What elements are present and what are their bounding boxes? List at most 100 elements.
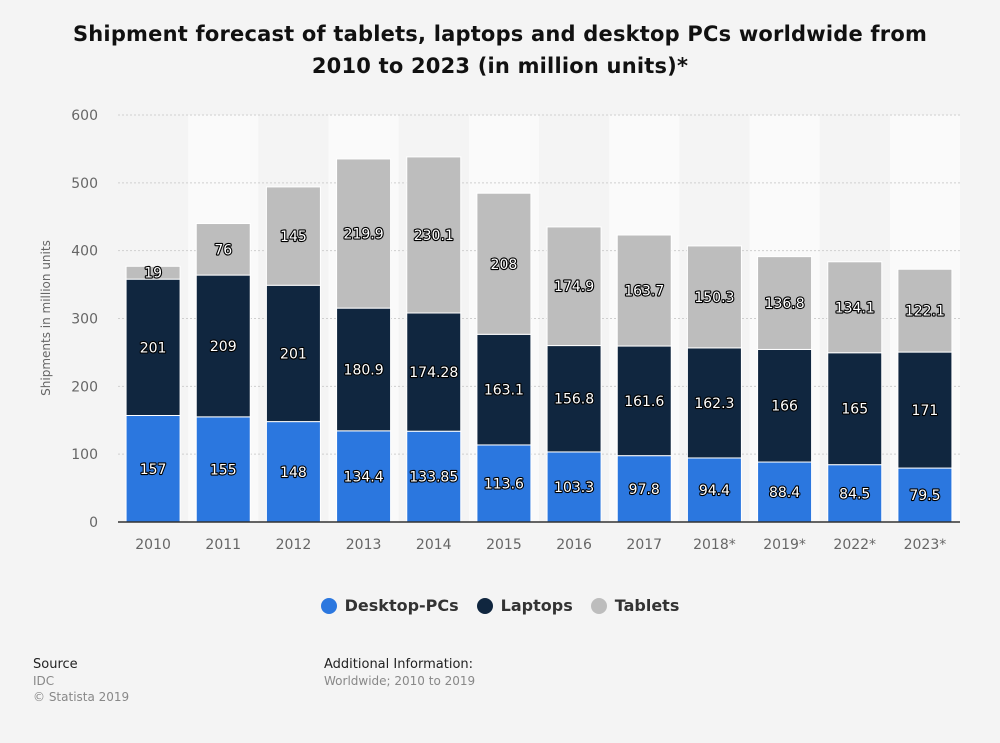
data-label: 76	[214, 242, 232, 258]
bar-tablets	[195, 223, 251, 276]
bar-laptops	[195, 274, 251, 418]
y-tick-label: 100	[71, 447, 98, 463]
data-label: 136.8	[765, 296, 805, 312]
x-tick-label: 2022*	[833, 537, 876, 553]
bar-tablets	[686, 245, 742, 349]
data-label: 230.1	[414, 228, 454, 244]
data-label: 133.85	[409, 470, 458, 486]
legend-item[interactable]: Laptops	[476, 596, 573, 615]
legend-item[interactable]: Tablets	[590, 596, 679, 615]
data-label: 165	[841, 402, 868, 418]
bar-tablets	[265, 186, 321, 286]
x-tick-label: 2011	[205, 537, 241, 553]
data-label: 166	[771, 399, 798, 415]
bar-tablets	[757, 256, 813, 350]
bar-tablets	[897, 268, 953, 353]
data-label: 174.28	[409, 365, 458, 381]
data-label: 150.3	[694, 290, 734, 306]
bar-desktop-pcs	[476, 444, 532, 523]
data-label: 134.4	[344, 469, 384, 485]
bar-laptops	[757, 348, 813, 463]
bar-laptops	[616, 345, 672, 457]
bar-laptops	[827, 352, 883, 466]
bar-tablets	[476, 192, 532, 335]
data-label: 201	[280, 346, 307, 362]
source-block: Source IDC © Statista 2019	[33, 657, 129, 705]
data-label: 180.9	[344, 362, 384, 378]
stacked-bar-chart: 0 100 200 300 400 500 600 157 201 19 2010 155 209 76 2…	[71, 108, 960, 553]
data-label: 103.3	[554, 480, 594, 496]
bar-laptops	[265, 284, 321, 423]
data-label: 174.9	[554, 279, 594, 295]
legend-swatch	[476, 597, 493, 614]
x-tick-label: 2019*	[763, 537, 806, 553]
data-label: 219.9	[344, 227, 384, 243]
legend-label: Desktop-PCs	[344, 596, 459, 615]
bar-desktop-pcs	[125, 415, 181, 523]
source-title: Source	[33, 657, 78, 672]
copyright-text: © Statista 2019	[33, 690, 130, 704]
bar-tablets	[125, 265, 181, 280]
data-label: 148	[280, 465, 307, 481]
data-label: 134.1	[835, 300, 875, 316]
x-tick-label: 2016	[556, 537, 592, 553]
data-label: 162.3	[694, 396, 734, 412]
data-label: 84.5	[839, 486, 870, 502]
bar-desktop-pcs	[336, 430, 392, 523]
data-label: 209	[210, 339, 237, 355]
legend-swatch	[590, 597, 607, 614]
bar-laptops	[476, 333, 532, 446]
data-label: 94.4	[699, 483, 730, 499]
bar-tablets	[827, 261, 883, 354]
y-tick-label: 300	[71, 312, 98, 328]
additional-info-text: Worldwide; 2010 to 2019	[324, 674, 476, 688]
bar-desktop-pcs	[827, 464, 883, 523]
bar-laptops	[546, 345, 602, 453]
data-label: 163.7	[624, 284, 664, 300]
x-tick-label: 2023*	[904, 537, 947, 553]
data-label: 145	[280, 229, 307, 245]
x-tick-label: 2013	[346, 537, 382, 553]
bar-desktop-pcs	[686, 457, 742, 523]
x-tick-label: 2015	[486, 537, 522, 553]
legend-label: Laptops	[500, 596, 573, 615]
x-tick-label: 2017	[626, 537, 662, 553]
x-tick-label: 2014	[416, 537, 452, 553]
data-label: 161.6	[624, 394, 664, 410]
x-tick-label: 2012	[276, 537, 312, 553]
additional-info-block: Additional Information: Worldwide; 2010 …	[324, 657, 475, 688]
bar-desktop-pcs	[406, 430, 462, 523]
data-label: 157	[140, 462, 167, 478]
legend-swatch	[320, 597, 337, 614]
bar-laptops	[406, 312, 462, 432]
data-label: 122.1	[905, 304, 945, 320]
y-tick-label: 400	[71, 244, 98, 260]
data-label: 208	[491, 257, 518, 273]
y-tick-label: 500	[71, 176, 98, 192]
data-label: 88.4	[769, 485, 800, 501]
chart-title: Shipment forecast of tablets, laptops an…	[72, 22, 928, 78]
data-label: 156.8	[554, 392, 594, 408]
data-label: 113.6	[484, 476, 524, 492]
additional-info-title: Additional Information:	[324, 657, 474, 672]
y-tick-label: 200	[71, 379, 98, 395]
bar-desktop-pcs	[265, 421, 321, 523]
bar-tablets	[336, 158, 392, 309]
data-label: 155	[210, 462, 237, 478]
data-label: 97.8	[629, 482, 660, 498]
data-label: 19	[144, 266, 162, 282]
source-name[interactable]: IDC	[33, 674, 55, 688]
bar-laptops	[125, 278, 181, 417]
bar-tablets	[616, 234, 672, 347]
bar-laptops	[336, 307, 392, 432]
data-label: 171	[912, 403, 939, 419]
data-label: 79.5	[909, 488, 940, 504]
chart-legend: Desktop-PCs Laptops Tablets	[0, 596, 1000, 615]
bar-tablets	[546, 226, 602, 347]
y-axis-label: Shipments in million units	[39, 240, 53, 396]
data-label: 201	[140, 340, 167, 356]
data-label: 163.1	[484, 383, 524, 399]
bar-laptops	[897, 351, 953, 469]
y-tick-label: 600	[71, 108, 98, 124]
legend-item[interactable]: Desktop-PCs	[320, 596, 459, 615]
